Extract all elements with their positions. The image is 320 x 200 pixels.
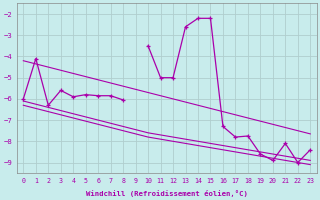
X-axis label: Windchill (Refroidissement éolien,°C): Windchill (Refroidissement éolien,°C) bbox=[86, 190, 248, 197]
